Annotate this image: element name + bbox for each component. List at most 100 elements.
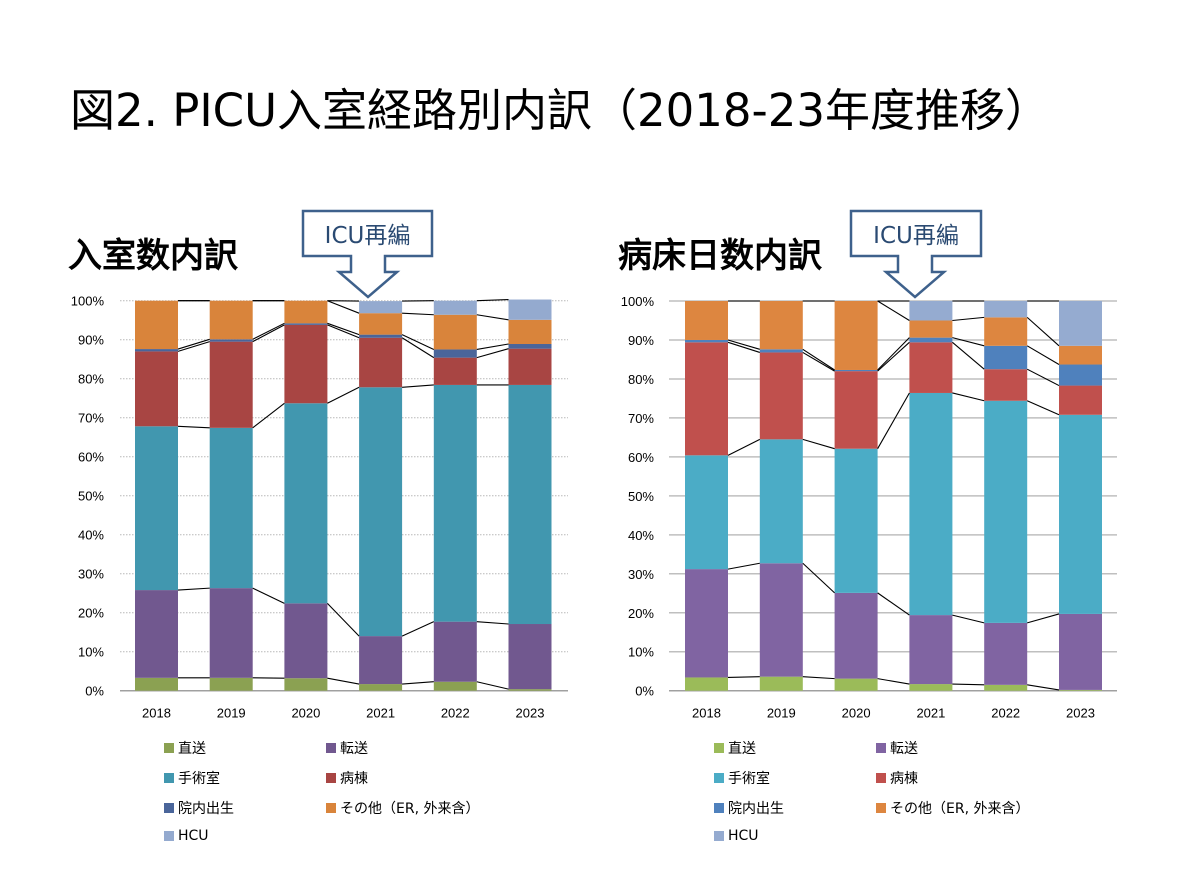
bar-segment — [685, 339, 728, 343]
series-line — [727, 341, 760, 353]
bar-segment — [433, 384, 477, 622]
series-line — [802, 562, 835, 594]
y-tick-label: 40% — [628, 528, 654, 543]
callout-arrow — [301, 209, 434, 299]
legend-label: 院内出生 — [728, 801, 784, 817]
legend-item: 手術室 — [714, 768, 770, 788]
series-line — [952, 316, 985, 322]
bar-segment — [984, 400, 1028, 623]
bar-segment — [284, 403, 328, 604]
series-line — [1027, 613, 1060, 624]
bar-segment — [359, 636, 403, 685]
bar-segment — [209, 677, 253, 691]
bar-segment — [359, 684, 403, 691]
legend-label: HCU — [178, 828, 209, 844]
series-line — [1026, 368, 1060, 387]
series-line — [327, 322, 360, 336]
x-tick-label: 2018 — [142, 706, 171, 721]
bar-segment — [135, 351, 178, 427]
bar-segment — [984, 317, 1028, 346]
bar-segment — [909, 342, 953, 393]
legend-label: 病棟 — [890, 771, 918, 787]
series-line — [476, 621, 509, 625]
series-line — [952, 392, 985, 402]
bar-segment — [909, 320, 953, 338]
bar-segment — [359, 313, 403, 335]
y-tick-label: 10% — [628, 645, 654, 660]
series-line — [327, 386, 360, 404]
bar-segment — [984, 369, 1028, 401]
series-line — [327, 602, 360, 637]
bar-segment — [759, 439, 803, 564]
x-tick-label: 2019 — [217, 706, 246, 721]
x-tick-label: 2019 — [767, 706, 796, 721]
bar-segment — [1059, 414, 1102, 614]
y-tick-label: 40% — [78, 528, 104, 543]
x-tick-label: 2023 — [1066, 706, 1095, 721]
series-line — [401, 334, 435, 350]
series-line — [802, 351, 835, 372]
series-line — [727, 438, 761, 456]
series-line — [327, 300, 360, 314]
series-line — [402, 384, 434, 388]
bar-segment — [209, 588, 253, 678]
y-tick-label: 90% — [628, 333, 654, 348]
bar-segment — [433, 300, 477, 315]
series-line — [252, 587, 285, 604]
x-tick-label: 2022 — [441, 706, 470, 721]
y-tick-label: 0% — [635, 684, 654, 699]
legend-label: 院内出生 — [178, 801, 234, 817]
series-line — [401, 621, 435, 637]
series-line — [877, 300, 910, 321]
series-line — [727, 339, 760, 350]
y-tick-label: 30% — [78, 567, 104, 582]
legend-swatch — [164, 803, 174, 813]
bar-segment — [834, 301, 878, 370]
legend-swatch — [876, 743, 886, 753]
bar-segment — [284, 678, 328, 691]
bar-segment — [759, 349, 803, 353]
page-title: 図2. PICU入室経路別内訳（2018-23年度推移） — [70, 84, 1051, 137]
bar-segment — [433, 314, 477, 350]
bar-segment — [209, 341, 253, 428]
series-line — [402, 312, 434, 316]
y-tick-label: 0% — [85, 684, 104, 699]
legend-swatch — [714, 803, 724, 813]
x-tick-label: 2018 — [692, 706, 721, 721]
bar-segment — [1059, 364, 1102, 386]
y-tick-label: 70% — [78, 411, 104, 426]
series-line — [952, 614, 985, 624]
legend-item: HCU — [714, 828, 759, 844]
x-tick-label: 2021 — [366, 706, 395, 721]
bar-segment — [135, 349, 178, 352]
series-line — [476, 681, 509, 690]
legend-item: 院内出生 — [714, 798, 784, 818]
y-tick-label: 50% — [628, 489, 654, 504]
legend-item: 病棟 — [876, 768, 918, 788]
series-line — [877, 592, 910, 616]
legend-swatch — [164, 831, 174, 841]
bar-segment — [909, 615, 953, 685]
y-tick-label: 60% — [78, 450, 104, 465]
callout-label: ICU再編 — [873, 223, 959, 249]
y-tick-label: 50% — [78, 489, 104, 504]
bar-segment — [209, 427, 253, 589]
bar-segment — [1059, 385, 1102, 415]
bar-segment — [209, 300, 253, 340]
bar-segment — [135, 426, 178, 591]
bar-segment — [834, 678, 878, 691]
legend-swatch — [876, 803, 886, 813]
bar-segment — [284, 324, 328, 404]
legend-swatch — [326, 743, 336, 753]
legend-item: 直送 — [714, 738, 756, 758]
bar-segment — [685, 301, 728, 340]
x-tick-label: 2020 — [842, 706, 871, 721]
legend-item: 院内出生 — [164, 798, 234, 818]
legend-swatch — [714, 773, 724, 783]
series-line — [401, 337, 435, 359]
y-tick-label: 70% — [628, 411, 654, 426]
y-tick-label: 100% — [71, 294, 105, 309]
series-line — [952, 337, 985, 347]
x-tick-label: 2021 — [916, 706, 945, 721]
